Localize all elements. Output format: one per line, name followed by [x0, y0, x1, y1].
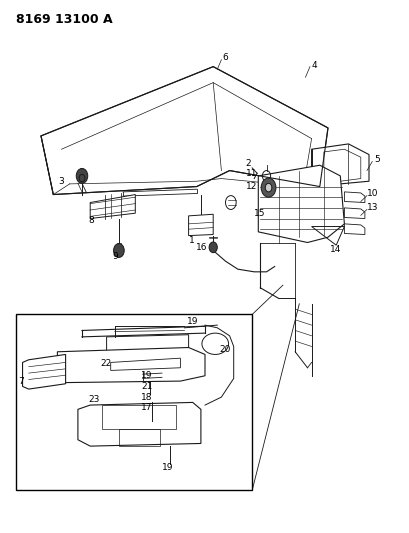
Text: 14: 14: [329, 245, 341, 254]
Polygon shape: [188, 214, 213, 236]
Polygon shape: [344, 208, 364, 219]
Polygon shape: [78, 402, 200, 446]
Text: 6: 6: [222, 53, 228, 62]
Polygon shape: [110, 358, 180, 370]
Circle shape: [147, 420, 155, 431]
Text: 3: 3: [58, 177, 63, 185]
Text: 9: 9: [112, 253, 117, 261]
Text: 8169 13100 A: 8169 13100 A: [16, 13, 113, 26]
Circle shape: [209, 242, 217, 253]
Text: 19: 19: [141, 371, 153, 379]
Text: 21: 21: [141, 382, 153, 391]
Polygon shape: [57, 348, 204, 383]
Text: 1: 1: [189, 237, 194, 245]
Polygon shape: [311, 144, 368, 184]
Ellipse shape: [202, 333, 228, 354]
Text: 22: 22: [100, 359, 111, 368]
Polygon shape: [41, 67, 327, 195]
Text: 11: 11: [245, 169, 257, 177]
Text: 8: 8: [88, 216, 94, 224]
Circle shape: [113, 244, 124, 257]
Polygon shape: [344, 192, 364, 203]
Circle shape: [265, 183, 271, 192]
Polygon shape: [22, 354, 65, 389]
Text: 17: 17: [141, 403, 153, 412]
Text: 15: 15: [254, 209, 265, 217]
Circle shape: [76, 168, 88, 183]
Circle shape: [145, 393, 153, 404]
Text: 19: 19: [186, 318, 198, 326]
Text: 23: 23: [88, 395, 99, 404]
Circle shape: [261, 178, 275, 197]
Text: 20: 20: [219, 345, 230, 353]
Text: 19: 19: [162, 464, 173, 472]
Text: 16: 16: [195, 244, 207, 252]
Polygon shape: [106, 335, 188, 353]
Text: 5: 5: [373, 156, 379, 164]
Text: 12: 12: [245, 182, 257, 191]
Polygon shape: [344, 224, 364, 235]
Text: 13: 13: [366, 204, 378, 212]
Text: 18: 18: [141, 393, 153, 401]
Polygon shape: [258, 165, 344, 243]
Text: 4: 4: [311, 61, 317, 69]
Polygon shape: [90, 195, 135, 219]
Text: 2: 2: [245, 159, 250, 167]
Text: 7: 7: [18, 377, 24, 385]
Bar: [16, 314, 252, 490]
Text: 10: 10: [366, 189, 378, 198]
